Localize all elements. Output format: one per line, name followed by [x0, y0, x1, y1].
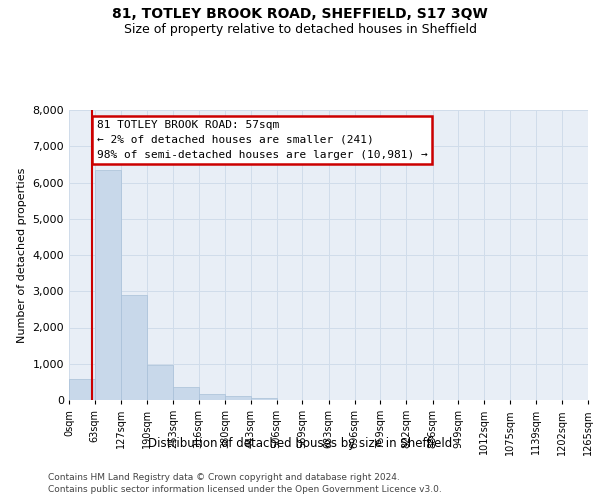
Text: Distribution of detached houses by size in Sheffield: Distribution of detached houses by size …	[148, 438, 452, 450]
Bar	[173, 388, 199, 400]
Text: Contains public sector information licensed under the Open Government Licence v3: Contains public sector information licen…	[48, 485, 442, 494]
Text: 81 TOTLEY BROOK ROAD: 57sqm
← 2% of detached houses are smaller (241)
98% of sem: 81 TOTLEY BROOK ROAD: 57sqm ← 2% of deta…	[97, 120, 428, 160]
Bar	[199, 394, 225, 400]
Bar	[147, 365, 173, 400]
Bar	[69, 379, 95, 400]
Bar	[251, 398, 277, 400]
Bar	[121, 295, 147, 400]
Bar	[95, 170, 121, 400]
Text: Contains HM Land Registry data © Crown copyright and database right 2024.: Contains HM Land Registry data © Crown c…	[48, 472, 400, 482]
Text: Size of property relative to detached houses in Sheffield: Size of property relative to detached ho…	[124, 22, 476, 36]
Bar	[225, 396, 251, 400]
Y-axis label: Number of detached properties: Number of detached properties	[17, 168, 27, 342]
Text: 81, TOTLEY BROOK ROAD, SHEFFIELD, S17 3QW: 81, TOTLEY BROOK ROAD, SHEFFIELD, S17 3Q…	[112, 8, 488, 22]
